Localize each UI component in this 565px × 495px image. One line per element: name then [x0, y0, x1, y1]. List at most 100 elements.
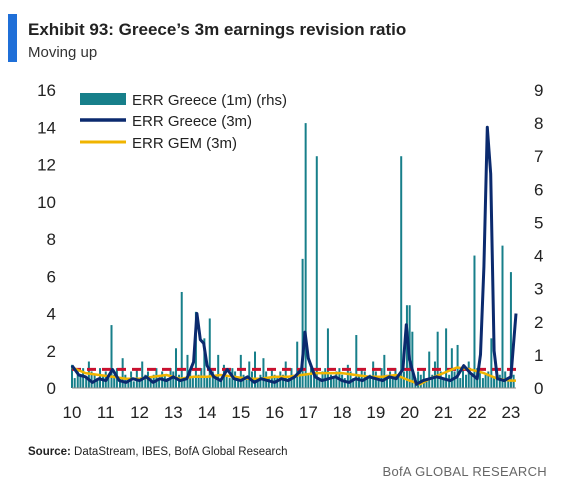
bar — [313, 371, 316, 388]
bar — [329, 374, 332, 388]
left-tick-label: 8 — [47, 230, 56, 249]
left-axis: 0 2 4 6 8 10 12 14 16 — [37, 81, 56, 398]
bar — [402, 371, 405, 388]
bar — [144, 374, 147, 388]
bar — [509, 272, 512, 388]
bar — [346, 364, 349, 388]
x-axis: 10 11 12 13 14 15 16 17 18 19 20 21 22 23 — [63, 403, 521, 422]
bar — [138, 378, 141, 388]
bar — [357, 374, 360, 388]
bar — [470, 374, 473, 388]
x-tick-label: 19 — [366, 403, 385, 422]
x-tick-label: 22 — [468, 403, 487, 422]
left-tick-label: 14 — [37, 118, 56, 137]
bar — [315, 156, 318, 388]
chart-title: Exhibit 93: Greece’s 3m earnings revisio… — [28, 20, 407, 39]
bar — [372, 361, 375, 388]
bar — [332, 378, 335, 388]
bar — [352, 378, 355, 388]
bar — [149, 378, 152, 388]
bar — [155, 368, 158, 388]
bar — [386, 374, 389, 388]
bar — [256, 378, 259, 388]
bar — [76, 371, 79, 388]
bar — [473, 255, 476, 388]
source-note: Source: DataStream, IBES, BofA Global Re… — [28, 446, 288, 458]
bar — [90, 371, 93, 388]
bar — [349, 371, 352, 388]
bar — [301, 258, 304, 388]
x-tick-label: 17 — [299, 403, 318, 422]
right-axis: 0 1 2 3 4 5 6 7 8 9 — [534, 81, 543, 398]
bar — [465, 374, 468, 388]
left-tick-label: 0 — [47, 379, 56, 398]
x-tick-label: 10 — [63, 403, 82, 422]
source-label: Source: — [28, 446, 71, 458]
right-tick-label: 6 — [534, 180, 543, 199]
bar — [141, 361, 144, 388]
brand-footer: BofA GLOBAL RESEARCH — [382, 464, 547, 479]
bar — [237, 378, 240, 388]
bar — [79, 374, 82, 388]
bar — [186, 354, 189, 388]
bar — [96, 378, 99, 388]
right-tick-label: 2 — [534, 313, 543, 332]
bar — [461, 368, 464, 388]
chart-subtitle: Moving up — [28, 44, 98, 61]
bar — [436, 331, 439, 388]
bar — [310, 368, 313, 388]
bar — [397, 374, 400, 388]
bar — [400, 156, 403, 388]
bar — [225, 374, 228, 388]
bar — [433, 361, 436, 388]
bar — [284, 361, 287, 388]
bar — [121, 358, 124, 388]
line-greece-3m — [70, 125, 518, 386]
title-accent-bar — [8, 14, 17, 62]
bar — [487, 371, 490, 388]
bar — [191, 378, 194, 388]
bar — [484, 374, 487, 388]
bar — [166, 378, 169, 388]
left-tick-label: 2 — [47, 342, 56, 361]
legend-label-greece: ERR Greece (3m) — [132, 113, 252, 130]
bar — [389, 371, 392, 388]
bar — [73, 378, 76, 388]
bar — [267, 378, 270, 388]
bar — [439, 371, 442, 388]
left-tick-label: 6 — [47, 267, 56, 286]
bar — [174, 348, 177, 388]
legend-label-bars: ERR Greece (1m) (rhs) — [132, 92, 287, 109]
bar — [411, 331, 414, 388]
bar — [172, 371, 175, 388]
x-tick-label: 21 — [434, 403, 453, 422]
bar — [242, 374, 245, 388]
bar — [369, 374, 372, 388]
bars-greece-1m — [71, 123, 515, 388]
left-tick-label: 4 — [47, 305, 56, 324]
bar — [343, 378, 346, 388]
bar — [262, 358, 265, 388]
bar — [377, 378, 380, 388]
bar — [501, 245, 504, 388]
x-tick-label: 18 — [333, 403, 352, 422]
bar — [417, 371, 420, 388]
x-tick-label: 16 — [265, 403, 284, 422]
bar — [324, 368, 327, 388]
bar — [197, 374, 200, 388]
x-tick-label: 11 — [97, 403, 115, 422]
right-tick-label: 8 — [534, 114, 543, 133]
bar — [239, 354, 242, 388]
x-tick-label: 23 — [501, 403, 520, 422]
x-tick-label: 14 — [198, 403, 217, 422]
bar — [287, 378, 290, 388]
x-tick-label: 13 — [164, 403, 183, 422]
bar — [110, 325, 113, 388]
legend: ERR Greece (1m) (rhs) ERR Greece (3m) ER… — [80, 92, 287, 152]
bar — [189, 371, 192, 388]
bar — [220, 378, 223, 388]
right-tick-label: 3 — [534, 280, 543, 299]
bar — [431, 374, 434, 388]
bar — [293, 374, 296, 388]
bar — [507, 378, 510, 388]
